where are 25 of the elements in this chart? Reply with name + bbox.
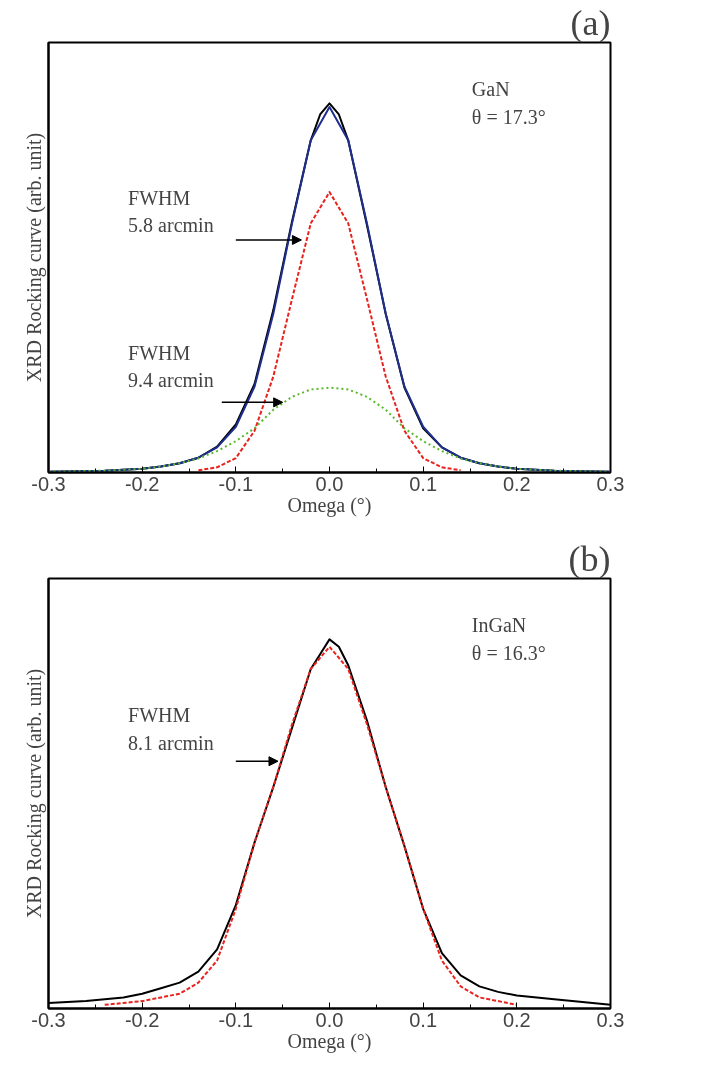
x-tick-label: -0.3 <box>31 472 66 495</box>
x-tick-label: 0.3 <box>596 1008 625 1031</box>
x-tick-label: -0.2 <box>124 472 160 495</box>
y-axis-title: XRD Rocking curve (arb. unit) <box>22 132 46 383</box>
chart-title: (a) <box>570 2 611 43</box>
x-tick-label: 0.2 <box>502 1008 531 1031</box>
x-tick-label: 0.1 <box>409 472 438 495</box>
x-tick-label: 0.0 <box>315 1008 344 1031</box>
x-tick-label: -0.3 <box>31 1008 66 1031</box>
annotation: FWHM 8.1 arcmin <box>128 704 214 754</box>
x-tick-label: 0.0 <box>315 472 344 495</box>
x-tick-label: 0.3 <box>596 472 625 495</box>
x-tick-label: 0.2 <box>502 472 531 495</box>
x-axis-title: Omega (°) <box>287 1029 372 1053</box>
annotation: GaN θ = 17.3° <box>471 77 546 129</box>
x-axis-title: Omega (°) <box>287 493 372 517</box>
x-tick-label: -0.1 <box>218 472 254 495</box>
x-tick-label: 0.1 <box>409 1008 438 1031</box>
annotation: FWHM 5.8 arcmin <box>128 186 214 237</box>
x-tick-label: -0.2 <box>124 1008 160 1031</box>
chart-title: (b) <box>568 538 611 579</box>
y-axis-title: XRD Rocking curve (arb. unit) <box>22 668 46 919</box>
annotation: InGaN θ = 16.3° <box>471 613 546 665</box>
annotation: FWHM 9.4 arcmin <box>128 341 214 392</box>
x-tick-label: -0.1 <box>218 1008 254 1031</box>
